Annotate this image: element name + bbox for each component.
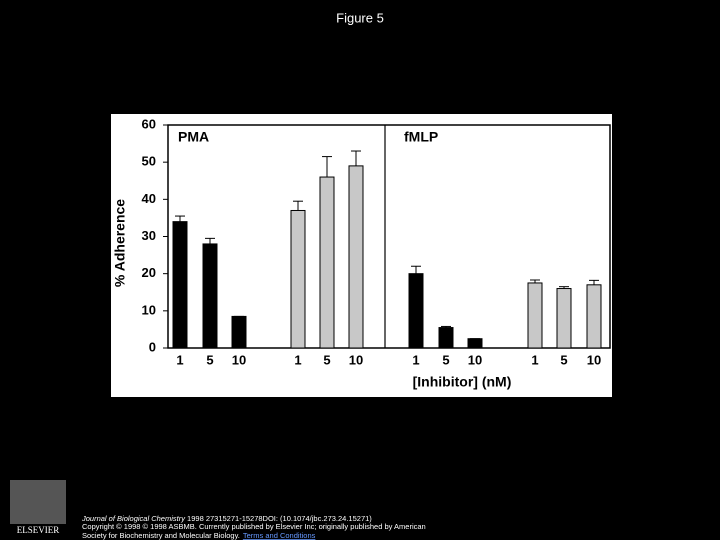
x-tick-label: 1 — [294, 352, 301, 367]
bar — [467, 338, 483, 349]
y-axis-label: % Adherence — [112, 199, 128, 287]
bar — [438, 327, 454, 349]
copyright-text: Society for Biochemistry and Molecular B… — [82, 531, 240, 540]
x-tick-label: 10 — [587, 352, 601, 367]
x-tick-label: 10 — [468, 352, 482, 367]
y-tick-label: 20 — [142, 265, 156, 280]
x-tick-label: 10 — [232, 352, 246, 367]
bar — [231, 315, 247, 349]
slide-title: Figure 5 — [336, 10, 384, 25]
y-tick-label: 50 — [142, 154, 156, 169]
panel-label: PMA — [178, 129, 209, 145]
x-tick-label: 10 — [349, 352, 363, 367]
bar — [586, 284, 602, 349]
panel-label: fMLP — [404, 129, 438, 145]
y-tick-label: 0 — [149, 339, 156, 354]
bar — [348, 165, 364, 349]
x-tick-label: 5 — [442, 352, 449, 367]
bar — [172, 221, 188, 349]
logo-image — [10, 480, 66, 524]
y-tick-label: 10 — [142, 302, 156, 317]
bar — [556, 288, 572, 349]
bar — [319, 176, 335, 349]
citation-text: 1998 27315271-15278DOI: (10.1074/jbc.273… — [185, 514, 372, 523]
x-tick-label: 1 — [176, 352, 183, 367]
x-tick-label: 1 — [531, 352, 538, 367]
y-tick-label: 60 — [142, 116, 156, 131]
x-tick-label: 5 — [323, 352, 330, 367]
bar — [408, 273, 424, 349]
x-axis-label: [Inhibitor] (nM) — [413, 374, 512, 390]
y-tick-label: 30 — [142, 228, 156, 243]
citation: Journal of Biological Chemistry 1998 273… — [81, 514, 372, 523]
copyright: Copyright © 1998 © 1998 ASBMB. Currently… — [82, 522, 426, 531]
bar — [202, 243, 218, 349]
bar — [290, 209, 306, 349]
x-tick-label: 1 — [412, 352, 419, 367]
copyright-2: Society for Biochemistry and Molecular B… — [82, 531, 316, 540]
x-tick-label: 5 — [206, 352, 213, 367]
x-tick-label: 5 — [560, 352, 567, 367]
terms-link[interactable]: Terms and Conditions — [243, 531, 316, 540]
journal: Journal of Biological Chemistry — [81, 514, 186, 523]
logo: ELSEVIER — [17, 525, 60, 535]
bar — [527, 282, 543, 349]
y-tick-label: 40 — [142, 191, 156, 206]
